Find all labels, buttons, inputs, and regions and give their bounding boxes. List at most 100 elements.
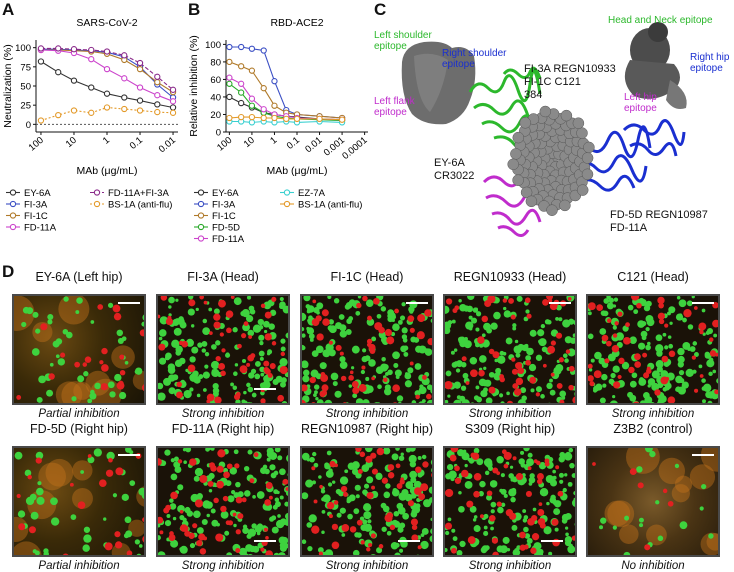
- cell-blob: [188, 299, 195, 306]
- cell-blob: [717, 402, 720, 405]
- cell-blob: [591, 359, 595, 363]
- cell-blob: [433, 348, 434, 353]
- cell-blob: [508, 473, 514, 479]
- cell-blob: [431, 459, 434, 466]
- cell-blob: [213, 383, 219, 389]
- cell-blob: [266, 482, 273, 489]
- cell-blob: [448, 518, 452, 522]
- rbd-atom-sphere: [577, 185, 588, 196]
- cell-blob: [523, 527, 529, 533]
- cell-blob: [234, 297, 242, 305]
- cell-blob: [501, 473, 505, 477]
- cell-blob: [279, 301, 286, 308]
- cell-blob: [482, 333, 486, 337]
- cell-blob: [600, 517, 606, 523]
- cell-blob: [599, 525, 603, 529]
- cell-blob: [551, 519, 558, 526]
- cell-blob: [614, 297, 618, 301]
- cell-blob: [268, 373, 273, 378]
- cell-blob: [289, 359, 290, 365]
- cell-blob: [159, 329, 167, 337]
- cell-blob: [431, 318, 434, 323]
- cell-blob: [369, 554, 377, 557]
- cell-blob: [542, 299, 549, 306]
- cell-blob: [594, 403, 600, 405]
- cell-blob: [213, 403, 219, 405]
- cell-blob: [198, 374, 203, 379]
- cell-blob: [141, 322, 146, 327]
- cell-blob: [195, 499, 203, 507]
- cell-blob: [474, 448, 480, 454]
- cell-blob: [32, 312, 38, 318]
- cell-blob: [393, 353, 397, 357]
- cell-blob: [543, 364, 547, 368]
- cell-blob: [415, 363, 422, 370]
- rbd-atom-sphere: [583, 142, 594, 153]
- cell-blob: [171, 473, 178, 480]
- cell-blob: [633, 309, 638, 314]
- cell-blob: [400, 315, 405, 320]
- data-point: [89, 57, 94, 62]
- cell-blob: [168, 305, 171, 308]
- cell-blob: [309, 457, 315, 463]
- cell-blob: [248, 372, 254, 378]
- cell-blob: [550, 495, 555, 500]
- cell-blob: [537, 479, 543, 485]
- cell-blob: [489, 387, 496, 394]
- cell-blob: [179, 515, 184, 520]
- cell-blob: [507, 401, 513, 405]
- cell-blob: [352, 387, 359, 394]
- cell-blob: [18, 523, 25, 530]
- cell-blob: [356, 494, 360, 498]
- cell-blob: [211, 520, 218, 527]
- cell-blob: [479, 344, 483, 348]
- cell-blob: [161, 296, 167, 301]
- cell-blob: [522, 509, 526, 513]
- cell-blob: [662, 356, 669, 363]
- cell-blob: [371, 486, 375, 490]
- cell-blob: [341, 555, 346, 557]
- cell-blob: [74, 362, 80, 368]
- data-point: [122, 106, 127, 111]
- cell-blob: [527, 518, 535, 526]
- cell-blob: [607, 302, 614, 309]
- micrograph-title: FD-5D (Right hip): [6, 422, 152, 436]
- data-point: [227, 81, 232, 86]
- cell-blob: [636, 466, 642, 472]
- cell-blob: [445, 531, 449, 535]
- cell-blob: [592, 462, 596, 466]
- cell-blob: [196, 540, 202, 546]
- cell-blob: [422, 375, 427, 380]
- cell-blob: [669, 322, 672, 325]
- cell-blob: [508, 298, 514, 304]
- cell-blob: [564, 358, 569, 363]
- cell-blob: [129, 480, 135, 486]
- cell-blob: [641, 321, 646, 326]
- cell-blob: [340, 476, 348, 484]
- cell-blob: [372, 468, 378, 474]
- cell-blob: [525, 360, 531, 366]
- cell-blob: [499, 393, 503, 397]
- cell-blob: [94, 383, 101, 390]
- data-point: [137, 67, 142, 72]
- cell-blob: [706, 359, 714, 367]
- cell-blob: [558, 317, 562, 321]
- cell-blob: [405, 481, 413, 489]
- cell-blob: [341, 533, 345, 537]
- cell-blob: [447, 395, 450, 398]
- cell-blob: [315, 397, 318, 400]
- cell-blob: [566, 349, 570, 353]
- cell-blob: [545, 461, 550, 466]
- cell-blob: [99, 479, 107, 487]
- y-tick-label: 25: [20, 101, 31, 112]
- cell-blob: [596, 304, 603, 311]
- cell-blob: [532, 533, 539, 540]
- cell-blob: [454, 305, 459, 310]
- data-point: [227, 59, 232, 64]
- cell-blob: [529, 377, 536, 384]
- cell-blob: [340, 352, 344, 356]
- cell-blob: [562, 514, 569, 521]
- cell-blob: [281, 352, 285, 356]
- y-tick-label: 20: [210, 110, 221, 121]
- rbd-atom-sphere: [582, 169, 593, 180]
